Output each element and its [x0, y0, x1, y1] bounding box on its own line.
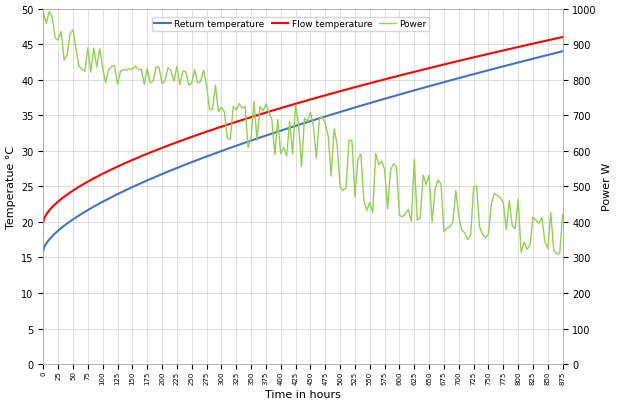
Return temperature — [250, 138, 257, 143]
Flow temperature — [559, 36, 566, 41]
Return temperature — [396, 93, 404, 98]
Power — [46, 10, 53, 15]
Flow temperature — [454, 60, 462, 64]
Power — [129, 68, 136, 72]
Return temperature — [559, 50, 566, 55]
Return temperature — [444, 79, 452, 84]
Flow temperature — [268, 109, 276, 114]
Flow temperature — [40, 220, 47, 225]
Return temperature — [93, 203, 100, 208]
Return temperature — [454, 77, 462, 82]
Power — [336, 185, 344, 190]
Line: Flow temperature: Flow temperature — [43, 38, 562, 222]
Legend: Return temperature, Flow temperature, Power: Return temperature, Flow temperature, Po… — [151, 17, 430, 32]
Power — [559, 213, 566, 217]
Power — [66, 32, 74, 37]
X-axis label: Time in hours: Time in hours — [265, 390, 341, 399]
Flow temperature — [93, 175, 100, 180]
Power — [527, 243, 534, 247]
Line: Return temperature: Return temperature — [43, 52, 562, 251]
Return temperature — [268, 132, 276, 136]
Power — [553, 252, 561, 256]
Flow temperature — [444, 62, 452, 67]
Flow temperature — [396, 74, 404, 79]
Flow temperature — [250, 115, 257, 119]
Line: Power: Power — [43, 13, 562, 254]
Power — [40, 11, 47, 16]
Return temperature — [40, 248, 47, 253]
Power — [87, 70, 95, 75]
Power — [214, 110, 222, 115]
Y-axis label: Power W: Power W — [603, 163, 612, 211]
Y-axis label: Temperatue °C: Temperatue °C — [6, 145, 15, 228]
